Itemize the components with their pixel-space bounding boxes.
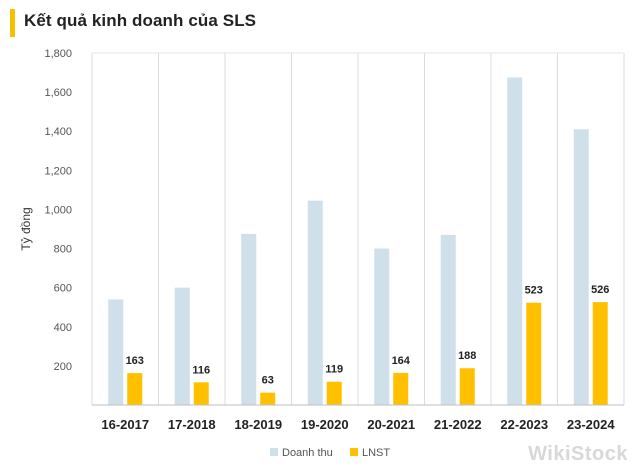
legend-label-lnst: LNST — [362, 447, 390, 459]
y-tick-label: 800 — [54, 244, 72, 256]
bar-doanh-thu — [374, 248, 390, 405]
y-tick-label: 1,000 — [44, 204, 72, 216]
x-tick-label: 22-2023 — [500, 417, 548, 432]
bar-doanh-thu — [307, 200, 323, 405]
x-tick-label: 19-2020 — [301, 417, 349, 432]
x-tick-label: 20-2021 — [367, 417, 415, 432]
bar-doanh-thu — [108, 299, 124, 405]
x-tick-label: 17-2018 — [168, 417, 216, 432]
y-tick-label: 1,800 — [44, 48, 72, 60]
title-accent-bar — [10, 9, 15, 37]
data-label-lnst: 526 — [591, 284, 609, 296]
bar-lnst — [326, 381, 342, 405]
data-label-lnst: 119 — [325, 364, 343, 376]
x-tick-label: 16-2017 — [101, 417, 149, 432]
data-label-lnst: 63 — [262, 375, 274, 387]
bar-doanh-thu — [507, 77, 523, 405]
bar-lnst — [260, 392, 276, 405]
y-tick-label: 600 — [54, 283, 72, 295]
data-label-lnst: 116 — [192, 364, 210, 376]
y-tick-label: 1,200 — [44, 165, 72, 177]
bar-lnst — [393, 372, 409, 405]
bar-doanh-thu — [241, 233, 257, 405]
y-tick-label: 1,400 — [44, 126, 72, 138]
y-tick-label: 1,600 — [44, 87, 72, 99]
bar-lnst — [526, 302, 542, 405]
data-label-lnst: 163 — [126, 355, 144, 367]
legend-label-doanh-thu: Doanh thu — [282, 447, 333, 459]
legend-swatch-lnst — [350, 448, 358, 456]
bar-lnst — [193, 382, 209, 405]
bar-doanh-thu — [440, 234, 456, 405]
watermark-text: WikiStock — [528, 443, 628, 465]
legend-swatch-doanh-thu — [270, 448, 278, 456]
bar-doanh-thu — [174, 287, 190, 405]
chart-title: Kết quả kinh doanh của SLS — [24, 11, 257, 30]
x-tick-label: 18-2019 — [234, 417, 282, 432]
y-axis-label: Tỷ đồng — [19, 207, 33, 250]
bar-doanh-thu — [573, 129, 589, 405]
y-tick-label: 200 — [54, 361, 72, 373]
data-label-lnst: 188 — [458, 350, 476, 362]
x-tick-label: 23-2024 — [567, 417, 615, 432]
data-label-lnst: 164 — [392, 355, 411, 367]
bar-lnst — [127, 373, 143, 405]
data-label-lnst: 523 — [525, 285, 543, 297]
bar-lnst — [459, 368, 475, 405]
y-tick-label: 400 — [54, 322, 72, 334]
x-tick-label: 21-2022 — [434, 417, 482, 432]
bar-lnst — [592, 302, 608, 405]
